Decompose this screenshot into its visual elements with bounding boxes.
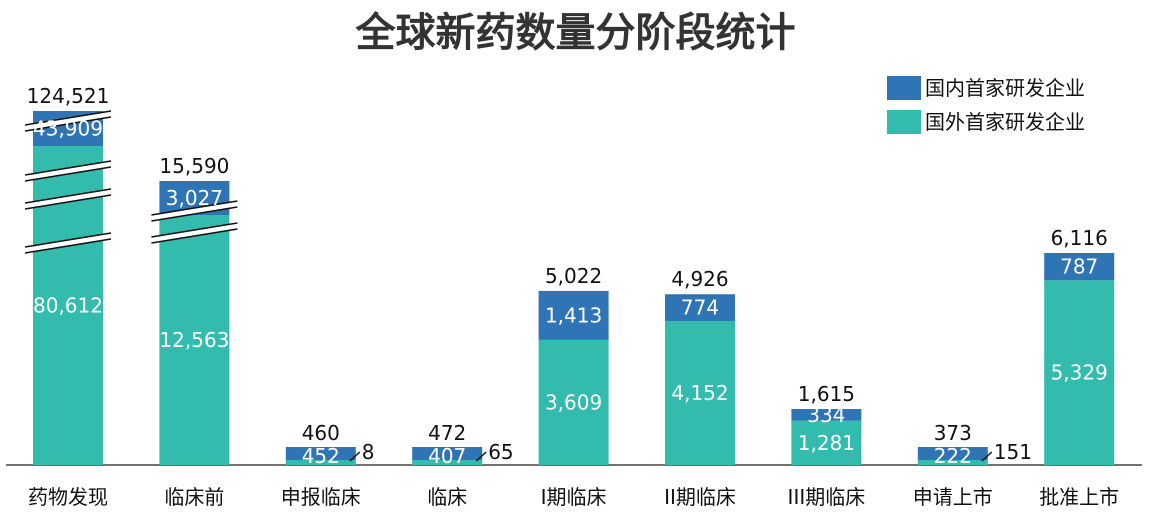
label-foreign-2: 8: [362, 440, 375, 464]
label-total-6: 1,615: [798, 382, 855, 406]
category-label-7: 申请上市: [913, 485, 993, 509]
bar-foreign-3: [412, 460, 483, 465]
label-total-8: 6,116: [1051, 226, 1108, 250]
label-domestic-5: 774: [681, 296, 719, 320]
label-domestic-4: 1,413: [545, 303, 602, 327]
axis-break-line-b-0-2: [24, 194, 112, 210]
callout-line-2: [349, 451, 361, 462]
label-domestic-1: 3,027: [166, 186, 223, 210]
label-foreign-6: 1,281: [798, 431, 855, 455]
legend-label-foreign: 国外首家研发企业: [925, 110, 1085, 134]
label-domestic-0: 43,909: [33, 117, 103, 141]
axis-break-line-b-1-1: [151, 228, 238, 244]
label-foreign-5: 4,152: [671, 381, 728, 405]
axis-break-line-0-1: [24, 160, 112, 176]
category-label-8: 批准上市: [1039, 485, 1119, 509]
axis-break-line-0-3: [24, 232, 112, 248]
bar-domestic-6: [791, 409, 862, 421]
bar-domestic-3: [412, 447, 483, 460]
category-label-3: 临床: [427, 485, 467, 509]
label-foreign-3: 65: [488, 440, 513, 464]
label-total-1: 15,590: [159, 154, 229, 178]
axis-break-line-1-0: [151, 200, 238, 216]
axis-break-gap-1-1: [151, 223, 238, 243]
bar-domestic-2: [285, 447, 356, 460]
legend-item-domestic: 国内首家研发企业: [887, 76, 1085, 100]
label-domestic-3: 407: [428, 444, 466, 468]
axis-break-line-b-0-3: [24, 238, 112, 254]
label-total-4: 5,022: [545, 264, 602, 288]
label-domestic-7: 222: [934, 444, 972, 468]
bar-foreign-2: [285, 460, 356, 465]
legend-swatch-domestic: [887, 76, 921, 100]
axis-break-line-0-2: [24, 188, 112, 204]
category-label-6: III期临床: [788, 485, 866, 509]
bar-domestic-5: [665, 294, 735, 322]
axis-break-line-b-0-1: [24, 166, 112, 182]
label-total-3: 472: [428, 421, 466, 445]
axis-break-line-b-1-0: [151, 206, 238, 222]
bar-foreign-8: [1044, 280, 1115, 465]
label-foreign-8: 5,329: [1051, 361, 1108, 385]
axis-break-gap-0-1: [25, 161, 111, 181]
bar-domestic-7: [917, 447, 988, 460]
bar-foreign-7: [917, 460, 988, 465]
bar-foreign-6: [791, 420, 862, 465]
label-total-2: 460: [302, 421, 340, 445]
callout-line-3: [475, 451, 487, 462]
label-domestic-2: 452: [302, 444, 340, 468]
category-label-5: II期临床: [664, 485, 736, 509]
axis-break-gap-0-3: [25, 233, 111, 253]
axis-break-line-0-0: [24, 110, 112, 126]
axis-break-gap-1-0: [151, 201, 238, 221]
legend-swatch-foreign: [887, 110, 921, 134]
legend-label-domestic: 国内首家研发企业: [925, 76, 1085, 100]
label-total-5: 4,926: [671, 267, 728, 291]
axis-break-line-b-0-0: [24, 116, 112, 132]
bar-foreign-5: [665, 321, 735, 465]
label-foreign-1: 12,563: [159, 328, 229, 352]
label-domestic-6: 334: [807, 403, 845, 427]
category-label-2: 申报临床: [281, 485, 361, 509]
bar-domestic-8: [1044, 253, 1115, 281]
category-label-1: 临床前: [164, 485, 224, 509]
bar-foreign-1: [159, 215, 230, 465]
category-label-4: I期临床: [541, 485, 607, 509]
legend-item-foreign: 国外首家研发企业: [887, 110, 1085, 134]
axis-break-line-1-1: [151, 222, 238, 238]
bar-domestic-4: [538, 290, 609, 340]
category-label-0: 药物发现: [28, 485, 108, 509]
axis-break-gap-0-2: [25, 189, 111, 209]
label-foreign-7: 151: [994, 440, 1032, 464]
label-foreign-0: 80,612: [33, 294, 103, 318]
label-domestic-8: 787: [1060, 255, 1098, 279]
label-total-0: 124,521: [27, 84, 110, 108]
callout-line-7: [981, 451, 993, 462]
bar-foreign-4: [538, 339, 609, 465]
axis-break-gap-0-0: [25, 111, 111, 131]
label-foreign-4: 3,609: [545, 390, 602, 414]
label-total-7: 373: [934, 421, 972, 445]
chart-title: 全球新药数量分阶段统计: [355, 10, 796, 56]
